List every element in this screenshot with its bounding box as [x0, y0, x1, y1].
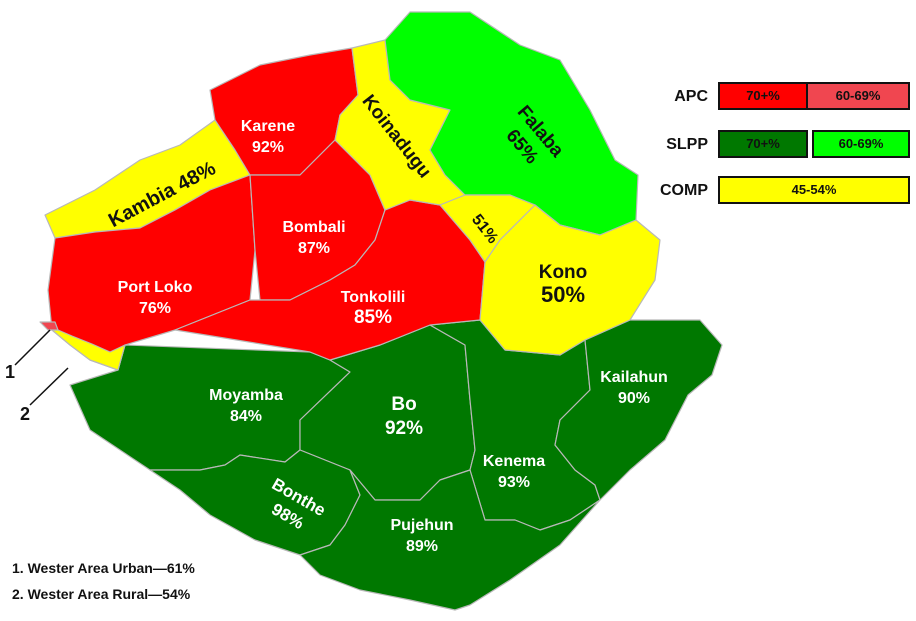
swatch-comp: 45-54%: [718, 176, 910, 204]
legend-row-comp: COMP 45-54%: [640, 174, 910, 208]
label-port-loko: Port Loko 76%: [118, 279, 193, 317]
legend-row-apc: APC 70+% 60-69%: [640, 80, 910, 114]
label-kenema: Kenema 93%: [483, 453, 545, 491]
legend-label-comp: COMP: [660, 182, 708, 199]
note-western-rural: 2. Wester Area Rural—54%: [12, 586, 191, 602]
label-kailahun: Kailahun 90%: [600, 369, 668, 407]
region-kono: [479, 204, 661, 356]
label-bombali: Bombali 87%: [282, 219, 345, 257]
callout-2: 2: [20, 404, 30, 424]
legend-label-slpp: SLPP: [666, 136, 708, 153]
label-pujehun: Pujehun 89%: [390, 517, 453, 555]
swatch-apc-high: 70+%: [718, 82, 808, 110]
swatch-slpp-mid: 60-69%: [812, 130, 910, 158]
region-western-area-urban: [39, 321, 59, 331]
legend-row-slpp: SLPP 70+% 60-69%: [640, 128, 910, 162]
callout-line-2: [29, 367, 69, 406]
legend-label-apc: APC: [674, 88, 708, 105]
callout-1: 1: [5, 362, 15, 382]
note-western-urban: 1. Wester Area Urban—61%: [12, 560, 195, 576]
label-karene: Karene 92%: [241, 118, 295, 156]
notes: 1. Wester Area Urban—61% 2. Wester Area …: [12, 555, 195, 607]
region-kailahun: [554, 319, 723, 501]
region-western-area-rural: [51, 329, 126, 371]
label-tonkolili: Tonkolili 85%: [341, 289, 406, 328]
label-bo: Bo 92%: [385, 394, 423, 439]
label-kono: Kono 50%: [539, 262, 588, 307]
label-moyamba: Moyamba 84%: [209, 387, 283, 425]
callout-line-1: [14, 329, 51, 366]
swatch-slpp-high: 70+%: [718, 130, 808, 158]
region-pujehun: [299, 469, 601, 611]
swatch-apc-mid: 60-69%: [806, 82, 910, 110]
